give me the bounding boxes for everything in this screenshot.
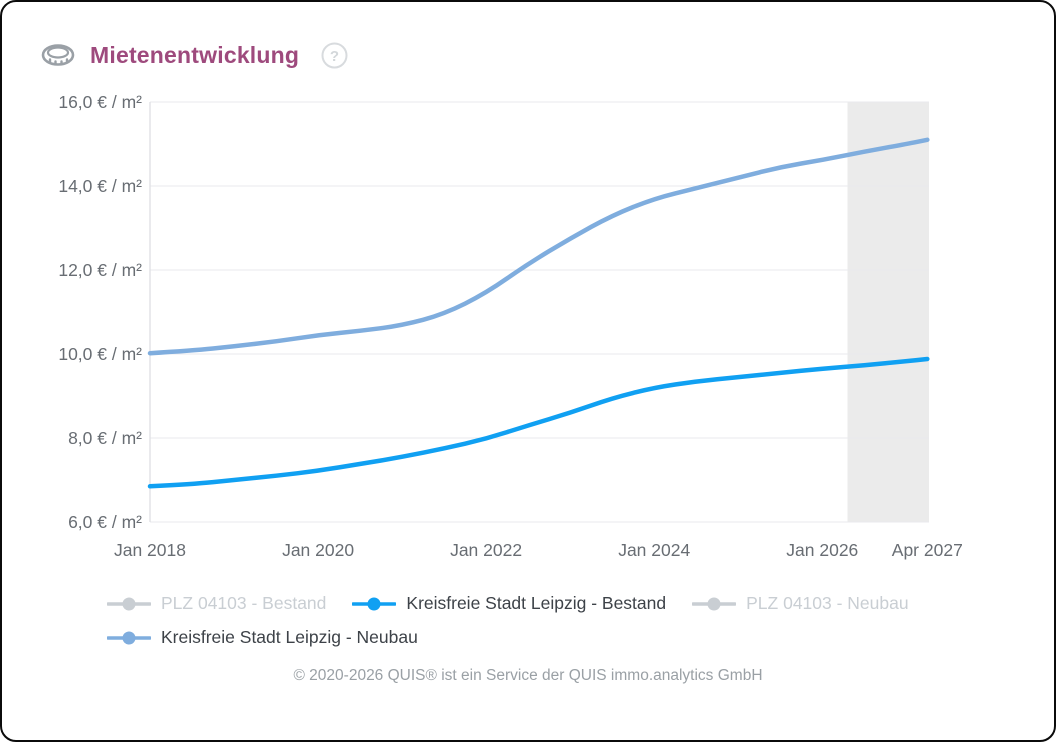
legend-label: Kreisfreie Stadt Leipzig - Neubau: [161, 627, 418, 647]
legend-label: PLZ 04103 - Neubau: [746, 593, 909, 613]
x-tick-label: Jan 2026: [786, 540, 858, 560]
chart-area: 16,0 € / m² 14,0 € / m² 12,0 € / m² 10,0 € …: [2, 72, 1054, 577]
coins-icon: [41, 44, 75, 66]
x-tick-label: Jan 2018: [114, 540, 186, 560]
svg-text:?: ?: [330, 48, 339, 65]
help-icon[interactable]: ?: [321, 42, 348, 69]
legend-marker-icon: [352, 597, 397, 610]
y-tick-label: 10,0 € / m²: [58, 344, 142, 364]
legend-marker-icon: [107, 597, 151, 610]
rent-development-chart[interactable]: 16,0 € / m² 14,0 € / m² 12,0 € / m² 10,0 € …: [2, 72, 1056, 572]
legend-item-kreisfreie-stadt-leipzig-neubau[interactable]: Kreisfreie Stadt Leipzig - Neubau: [107, 621, 418, 654]
y-tick-label: 12,0 € / m²: [58, 260, 142, 280]
legend-marker-icon: [692, 597, 737, 610]
legend-item-plz-04103-neubau[interactable]: PLZ 04103 - Neubau: [692, 587, 909, 620]
y-tick-label: 16,0 € / m²: [58, 92, 142, 112]
series-line-kreisfreie-stadt-leipzig-neubau[interactable]: [147, 137, 930, 356]
widget-header: Mietenentwicklung ?: [2, 2, 1054, 70]
legend-marker-icon: [107, 631, 151, 644]
forecast-band: [847, 102, 929, 522]
series-line-kreisfreie-stadt-leipzig-bestand[interactable]: [147, 356, 930, 489]
x-tick-label: Jan 2024: [618, 540, 690, 560]
y-tick-label: 6,0 € / m²: [68, 512, 142, 532]
y-tick-label: 8,0 € / m²: [68, 428, 142, 448]
page-title: Mietenentwicklung: [90, 41, 300, 68]
x-tick-label: Jan 2020: [282, 540, 354, 560]
legend-label: PLZ 04103 - Bestand: [161, 593, 327, 613]
legend-item-kreisfreie-stadt-leipzig-bestand[interactable]: Kreisfreie Stadt Leipzig - Bestand: [352, 587, 666, 620]
legend-label: Kreisfreie Stadt Leipzig - Bestand: [406, 593, 667, 613]
chart-legend: PLZ 04103 - Bestand Kreisfreie Stadt Leip…: [107, 587, 1014, 654]
legend-item-plz-04103-bestand[interactable]: PLZ 04103 - Bestand: [107, 587, 326, 620]
y-tick-label: 14,0 € / m²: [58, 176, 142, 196]
x-tick-label: Jan 2022: [450, 540, 522, 560]
x-tick-label: Apr 2027: [892, 540, 963, 560]
copyright-footer: © 2020-2026 QUIS® ist ein Service der QU…: [293, 667, 763, 684]
